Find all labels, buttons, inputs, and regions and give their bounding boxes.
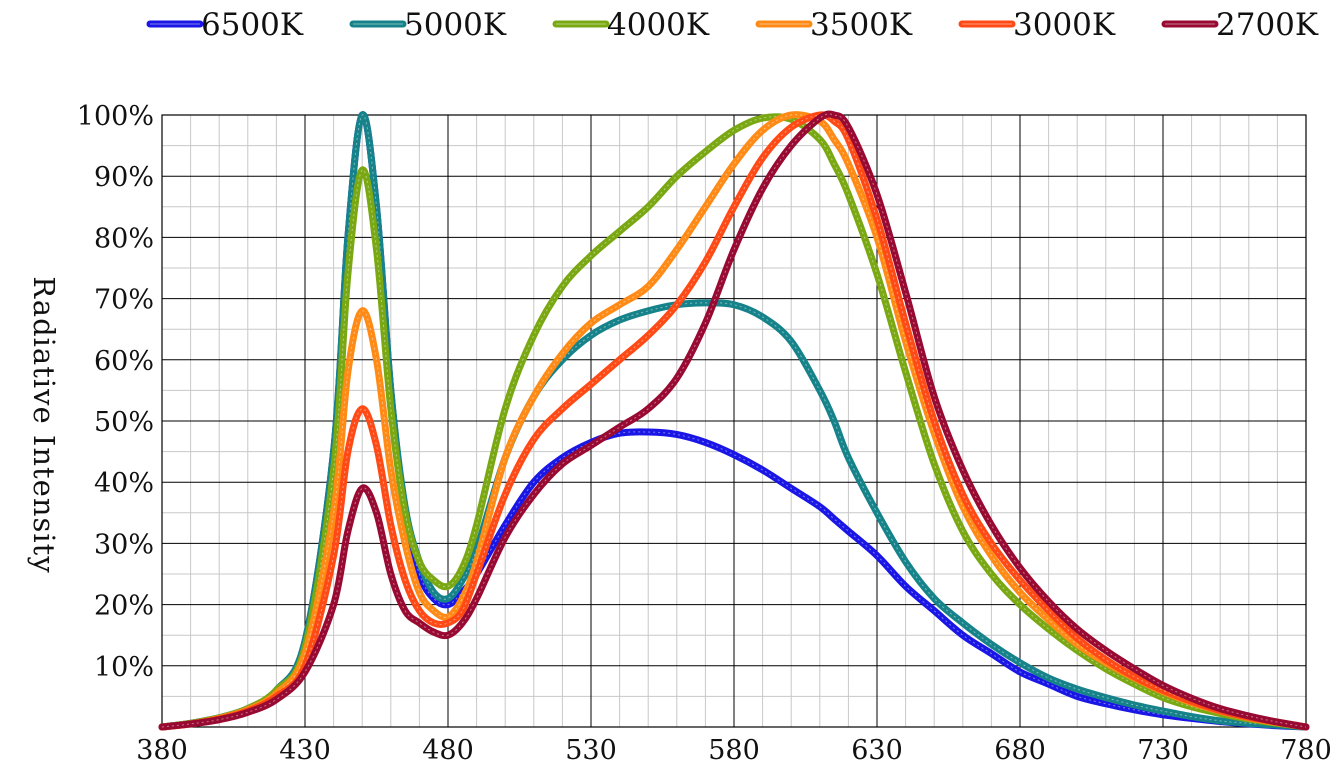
y-tick-label: 100% xyxy=(77,101,154,132)
series-3500K xyxy=(158,111,1310,731)
legend-label: 3500K xyxy=(810,7,913,43)
series-line xyxy=(158,110,1310,731)
y-tick-labels: 10% 20% 30% 40% 50% 60% 70% 80% 90% 100% xyxy=(77,101,154,683)
y-tick-label: 80% xyxy=(94,223,154,254)
y-tick-label: 60% xyxy=(94,346,154,377)
legend-item-3000K: 3000K xyxy=(958,7,1116,43)
x-tick-label: 730 xyxy=(1137,735,1189,763)
legend-label: 3000K xyxy=(1013,7,1116,43)
y-tick-label: 50% xyxy=(94,407,154,438)
legend-item-4000K: 4000K xyxy=(552,7,710,43)
x-tick-label: 480 xyxy=(422,735,474,763)
series-3000K xyxy=(158,111,1310,731)
series-line-highlight xyxy=(161,114,1307,728)
x-tick-label: 530 xyxy=(565,735,617,763)
series-layer xyxy=(158,110,1310,731)
plot-frame xyxy=(161,114,1307,728)
y-tick-label: 90% xyxy=(94,162,154,193)
series-line xyxy=(158,113,1310,731)
y-tick-label: 10% xyxy=(94,652,154,683)
x-tick-label: 380 xyxy=(136,735,188,763)
series-line-highlight xyxy=(161,114,1307,728)
x-tick-label: 630 xyxy=(851,735,903,763)
x-tick-label: 430 xyxy=(279,735,331,763)
y-tick-label: 40% xyxy=(94,468,154,499)
series-line xyxy=(158,111,1310,731)
series-line xyxy=(158,111,1310,731)
x-tick-label: 680 xyxy=(994,735,1046,763)
series-4000K xyxy=(158,113,1310,731)
legend-item-5000K: 5000K xyxy=(349,7,507,43)
x-tick-label: 580 xyxy=(708,735,760,763)
series-line-highlight xyxy=(161,114,1307,728)
legend-label: 2700K xyxy=(1216,7,1319,43)
x-tick-label: 780 xyxy=(1280,735,1330,763)
legend-item-6500K: 6500K xyxy=(146,7,304,43)
legend-label: 6500K xyxy=(201,7,304,43)
x-tick-labels: 380 430 480 530 580 630 680 730 780 xyxy=(136,735,1330,763)
legend: 6500K 5000K 4000K 3500K 3000K 2700K xyxy=(146,7,1319,43)
legend-item-3500K: 3500K xyxy=(755,7,913,43)
y-tick-label: 30% xyxy=(94,529,154,560)
legend-item-2700K: 2700K xyxy=(1161,7,1319,43)
series-line-highlight xyxy=(161,113,1307,728)
legend-label: 5000K xyxy=(404,7,507,43)
series-2700K xyxy=(158,110,1310,731)
legend-label: 4000K xyxy=(607,7,710,43)
y-axis-title: Radiative Intensity xyxy=(27,276,61,573)
y-tick-label: 20% xyxy=(94,591,154,622)
series-line-highlight xyxy=(161,116,1307,728)
y-tick-label: 70% xyxy=(94,285,154,316)
